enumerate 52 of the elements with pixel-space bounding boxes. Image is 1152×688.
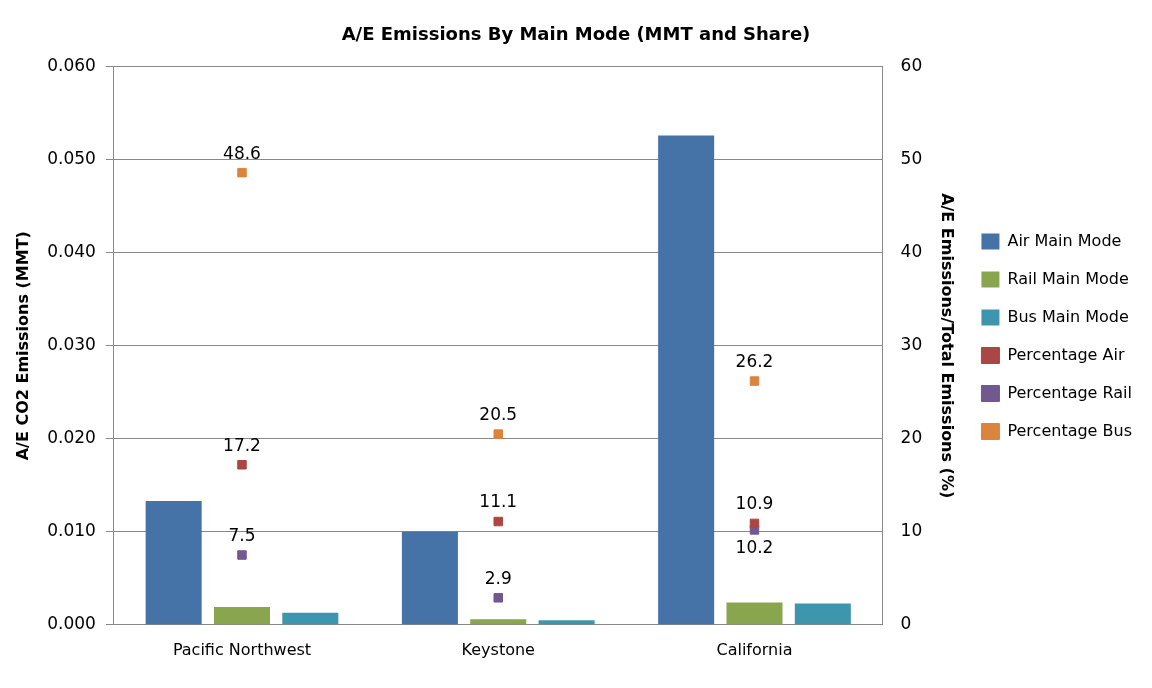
legend-label: Percentage Rail [1007,382,1133,402]
bar [401,531,458,625]
y2-tick-label: 40 [900,241,923,262]
y2-tick-label: 60 [900,55,923,76]
y-tick-label: 0.040 [47,241,96,262]
point [493,593,503,603]
x-tick-label: Pacific Northwest [172,639,312,659]
data-label: 20.5 [479,404,518,424]
y2-tick-label: 50 [900,148,923,169]
y-tick-label: 0.030 [47,334,96,355]
point [237,550,247,560]
point [493,429,503,439]
data-label: 2.9 [484,567,512,588]
y2-tick-label: 20 [900,427,923,448]
y-tick-label: 0.010 [47,520,96,541]
bar [470,619,527,625]
legend-label: Bus Main Mode [1007,306,1129,326]
data-label: 26.2 [735,350,774,371]
x-tick-label: Keystone [461,639,535,659]
legend-label: Percentage Air [1007,344,1125,364]
y2-axis-title: A/E Emissions/Total Emissions (%) [937,193,957,499]
data-label: 11.1 [479,491,518,512]
y2-tick-label: 0 [900,613,912,634]
y2-tick-label: 10 [900,520,923,541]
legend-label: Percentage Bus [1007,420,1132,440]
y-tick-label: 0.050 [47,148,96,169]
data-label: 48.6 [223,142,261,163]
data-label: 7.5 [228,524,256,545]
data-label: 17.2 [223,434,261,455]
y-tick-label: 0.000 [47,613,96,634]
bar [538,620,595,625]
point [493,516,503,527]
bar [658,135,715,625]
bar [145,501,202,625]
data-label: 10.9 [735,493,774,514]
y-tick-label: 0.060 [47,55,96,76]
bar [726,602,783,625]
point [749,518,760,529]
point [749,376,760,386]
x-tick-label: California [716,639,793,659]
data-label: 10.2 [735,536,774,557]
y2-tick-label: 30 [900,334,923,355]
legend-label: Air Main Mode [1007,230,1122,250]
bar [794,603,851,625]
point [237,460,247,470]
chart-title: A/E Emissions By Main Mode (MMT and Share) [341,23,811,45]
point [237,167,247,178]
y-axis-title: A/E CO2 Emissions (MMT) [12,231,32,461]
legend-label: Rail Main Mode [1007,268,1129,288]
y-tick-label: 0.020 [47,427,96,448]
bar [213,607,271,625]
bar [282,612,339,625]
